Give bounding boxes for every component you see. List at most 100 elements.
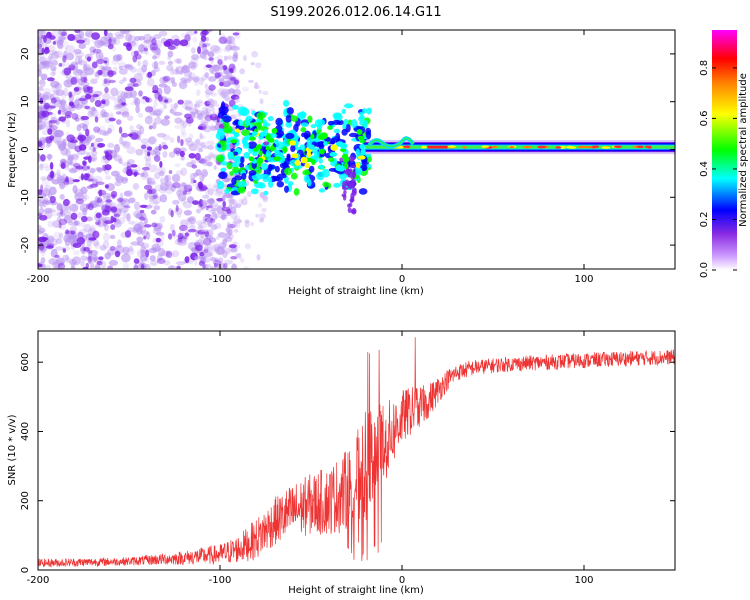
heatmap-noise-cell (94, 221, 99, 225)
heatmap-noise-cell (146, 180, 157, 186)
heatmap-noise-cell (217, 87, 227, 97)
heatmap-noise-cell (58, 218, 68, 226)
heatmap-noise-cell (134, 201, 141, 211)
heatmap-noise-cell (259, 213, 266, 220)
heatmap-noise-cell (209, 153, 219, 158)
heatmap-cluster-cell (293, 187, 300, 196)
heatmap-noise-cell (62, 198, 70, 207)
heatmap-noise-cell (213, 56, 219, 61)
heatmap-cluster-cell (241, 129, 251, 137)
heatmap-noise-cell (108, 37, 112, 45)
heatmap-cluster-cell (247, 141, 258, 150)
heatmap-noise-cell (38, 30, 44, 37)
heatmap-noise-cell (42, 199, 51, 204)
heatmap-noise-cell (208, 197, 215, 206)
heatmap-noise-cell (212, 45, 222, 54)
heatmap-noise-cell (69, 203, 79, 212)
heatmap-noise-cell (153, 205, 161, 211)
heatmap-noise-cell (85, 128, 90, 137)
heatmap-noise-cell (63, 205, 72, 213)
heatmap-noise-cell (140, 230, 149, 236)
heatmap-cluster-cell (329, 152, 338, 157)
heatmap-noise-cell (149, 255, 156, 262)
heatmap-noise-cell (140, 172, 145, 177)
heatmap-noise-cell (152, 90, 159, 94)
heatmap-cluster-cell (290, 144, 296, 153)
heatmap-noise-cell (83, 156, 90, 160)
heatmap-noise-cell (122, 77, 127, 82)
heatmap-noise-cell (120, 177, 128, 184)
heatmap-noise-cell (206, 244, 217, 254)
heatmap-noise-cell (107, 265, 113, 269)
heatmap-noise-cell (121, 111, 130, 116)
heatmap-noise-cell (233, 215, 241, 221)
heatmap-noise-cell (261, 207, 267, 213)
heatmap-noise-cell (190, 65, 197, 71)
heatmap-noise-cell (117, 197, 124, 203)
heatmap-noise-cell (38, 106, 45, 112)
heatmap-cluster-cell (359, 115, 365, 120)
heatmap-noise-cell (143, 235, 147, 240)
heatmap-ridge-core (365, 145, 675, 149)
heatmap-noise-cell (44, 46, 50, 51)
heatmap-noise-cell (232, 241, 238, 245)
heatmap-noise-cell (191, 164, 198, 169)
heatmap-noise-cell (79, 135, 84, 144)
spectrogram-y-tick-label: -20 (20, 237, 31, 253)
heatmap-noise-cell (122, 246, 130, 255)
heatmap-noise-cell (38, 36, 43, 44)
heatmap-noise-cell (193, 75, 201, 81)
heatmap-cluster-cell (276, 173, 287, 179)
heatmap-noise-cell (50, 80, 60, 88)
heatmap-noise-cell (153, 66, 160, 73)
heatmap-noise-cell (75, 165, 84, 170)
heatmap-noise-cell (119, 136, 124, 145)
heatmap-noise-cell (69, 161, 74, 166)
heatmap-cluster-cell (239, 162, 245, 168)
heatmap-noise-cell (50, 71, 56, 77)
heatmap-noise-cell (108, 259, 119, 266)
heatmap-noise-cell (203, 56, 208, 61)
heatmap-noise-cell (65, 254, 70, 263)
snr-y-tick-label: 0 (20, 567, 31, 573)
heatmap-noise-cell (76, 212, 84, 219)
snr-y-tick-label: 200 (20, 491, 31, 510)
heatmap-noise-cell (200, 175, 205, 182)
heatmap-noise-cell (83, 76, 88, 84)
heatmap-noise-cell (45, 136, 53, 144)
heatmap-noise-cell (51, 59, 58, 66)
heatmap-noise-cell (52, 220, 62, 228)
heatmap-noise-cell (118, 158, 123, 165)
heatmap-noise-cell (254, 82, 259, 89)
heatmap-noise-cell (71, 104, 76, 109)
heatmap-cluster-cell (232, 104, 239, 110)
heatmap-noise-cell (134, 223, 142, 233)
heatmap-noise-cell (228, 198, 235, 206)
heatmap-noise-cell (182, 190, 188, 196)
heatmap-noise-cell (228, 227, 234, 232)
spectrogram-x-ticks: -200 -100 0 100 (27, 30, 594, 285)
heatmap-noise-cell (118, 65, 124, 71)
heatmap-noise-cell (193, 172, 199, 177)
heatmap-noise-cell (70, 265, 76, 269)
heatmap-noise-cell (197, 46, 202, 54)
heatmap-noise-cell (182, 99, 193, 105)
heatmap-noise-cell (42, 88, 52, 94)
heatmap-noise-cell (234, 203, 242, 209)
heatmap-noise-cell (63, 67, 72, 76)
heatmap-noise-cell (151, 37, 157, 46)
heatmap-noise-cell (168, 182, 173, 192)
heatmap-noise-cell (118, 197, 129, 203)
heatmap-noise-cell (89, 167, 96, 173)
heatmap-noise-cell (67, 159, 78, 167)
heatmap-noise-cell (171, 173, 181, 183)
heatmap-noise-cell (47, 220, 54, 228)
heatmap-noise-cell (38, 242, 45, 251)
heatmap-noise-cell (43, 102, 50, 110)
heatmap-cluster-cell (231, 177, 237, 185)
heatmap-noise-cell (65, 229, 70, 235)
heatmap-noise-cell (258, 89, 262, 94)
heatmap-cluster-cell (259, 131, 268, 137)
heatmap-noise-cell (225, 247, 231, 255)
heatmap-noise-cell (105, 199, 113, 203)
